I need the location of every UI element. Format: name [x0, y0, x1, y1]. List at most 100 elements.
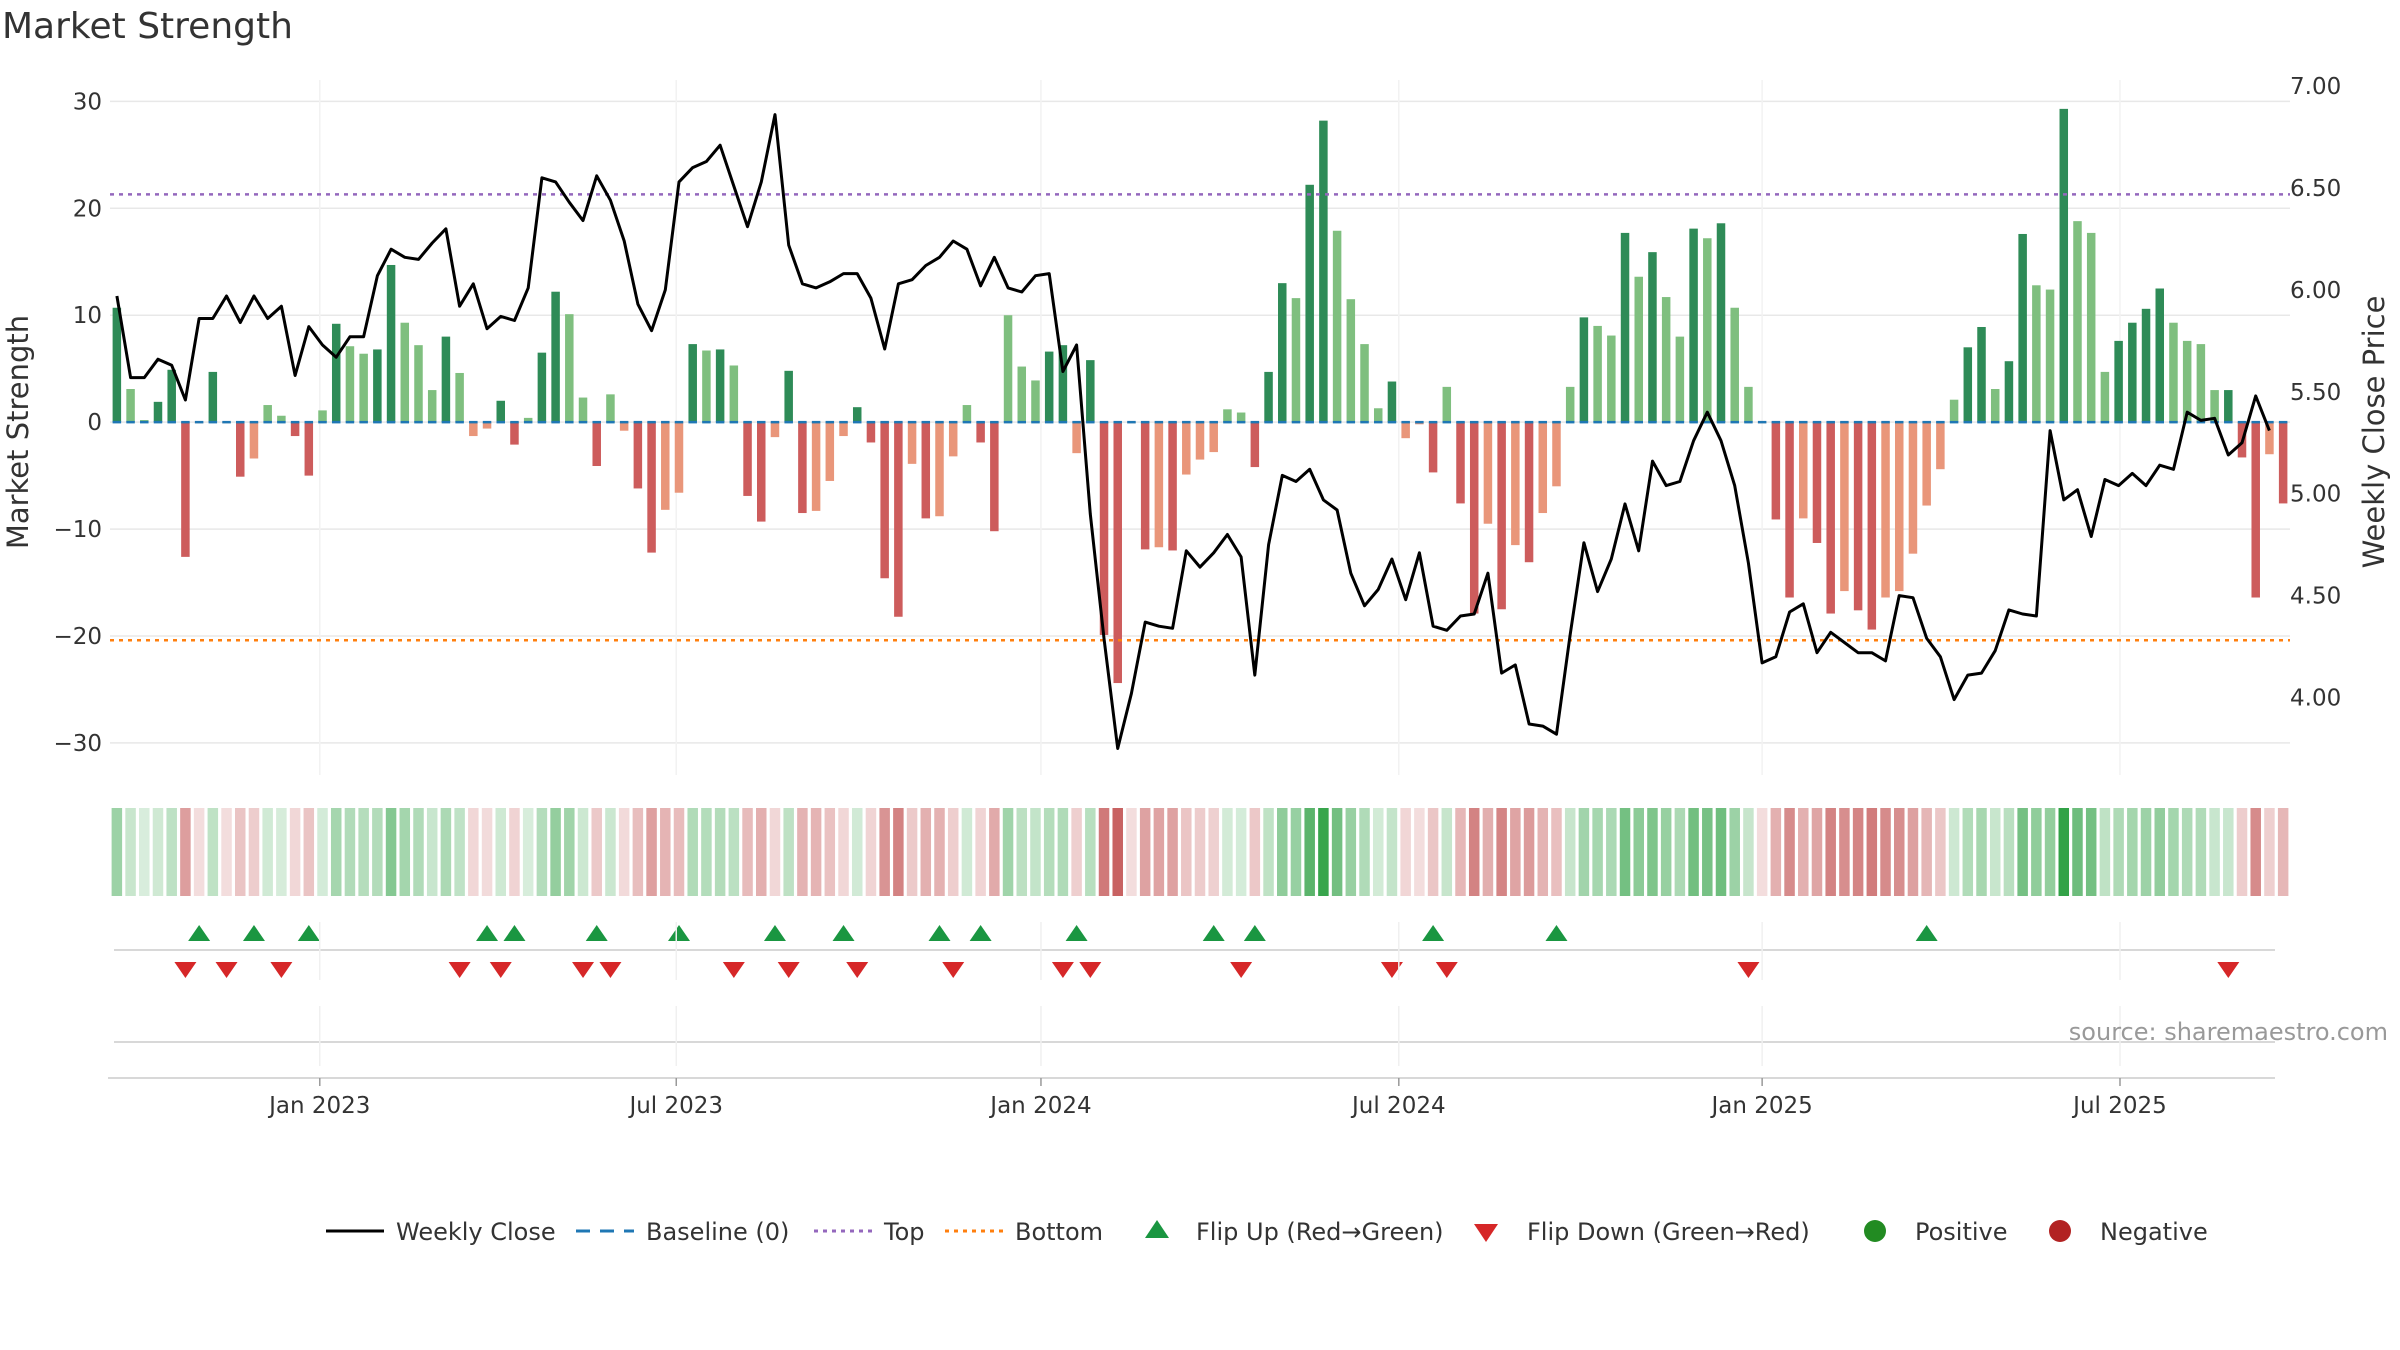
heat-cell	[1441, 808, 1453, 896]
strength-bar	[1579, 317, 1589, 423]
strength-bar	[2155, 288, 2164, 423]
flip-down-marker	[174, 962, 197, 978]
strength-bar	[414, 345, 423, 423]
legend-baseline: Baseline (0)	[646, 1218, 789, 1246]
strength-bar	[674, 422, 684, 493]
heat-cell	[2044, 808, 2056, 896]
strength-bar	[181, 422, 190, 557]
reference-lines	[110, 193, 2290, 642]
strength-bar	[1250, 422, 1260, 468]
heat-cell	[851, 808, 863, 896]
heat-cell	[906, 808, 918, 896]
heat-cell	[1633, 808, 1644, 896]
heat-cell	[495, 808, 507, 896]
heat-cell	[961, 808, 973, 896]
strength-bar	[1689, 228, 1698, 423]
strength-bar	[1826, 422, 1835, 614]
flip-markers	[114, 925, 2275, 978]
heat-cell	[1948, 808, 1960, 896]
y-axis-right: 7.00 6.50 6.00 5.50 5.00 4.50 4.00	[2290, 74, 2341, 711]
strength-bar	[1099, 422, 1109, 635]
heat-cell	[1921, 808, 1932, 896]
heat-cell	[1564, 808, 1576, 896]
strength-bar	[2182, 340, 2192, 423]
strength-bar	[839, 422, 848, 437]
strength-bar	[469, 422, 478, 437]
heat-cell	[1414, 808, 1425, 896]
heat-cell	[1002, 808, 1014, 896]
heat-cell	[1359, 808, 1370, 896]
strength-bar	[770, 422, 780, 438]
heat-cell	[248, 808, 260, 896]
strength-bar	[1565, 386, 1575, 423]
strength-bar	[331, 323, 341, 423]
y-tick-label: 30	[73, 89, 102, 115]
strength-bar	[482, 422, 492, 429]
heat-cell	[1551, 808, 1562, 896]
heat-cell	[111, 808, 123, 896]
heat-cell	[262, 808, 273, 896]
y2-tick-label: 5.50	[2290, 380, 2341, 406]
strength-bar	[126, 389, 135, 423]
strength-bar	[1675, 336, 1685, 423]
heat-cell	[577, 808, 589, 896]
legend-negative-icon	[2049, 1220, 2071, 1242]
heat-cell	[1811, 808, 1823, 896]
legend-positive: Positive	[1915, 1218, 2008, 1246]
strength-bar	[1305, 184, 1314, 423]
strength-bar	[1881, 422, 1890, 598]
strength-bar	[167, 369, 176, 423]
heat-cell	[714, 808, 726, 896]
heat-cell	[426, 808, 438, 896]
heat-cell	[193, 808, 205, 896]
heat-cell	[1085, 808, 1096, 896]
strength-bar	[1552, 422, 1561, 487]
strength-bar	[1456, 422, 1465, 504]
flip-up-marker	[476, 925, 499, 941]
heat-cell	[2277, 808, 2289, 896]
flip-up-marker	[832, 925, 855, 941]
x-tick-label: Jul 2024	[1350, 1093, 1446, 1119]
strength-bar	[1442, 386, 1452, 423]
legend-negative: Negative	[2100, 1218, 2208, 1246]
strength-bar	[2032, 285, 2041, 423]
heat-cell	[2003, 808, 2015, 896]
heat-cell	[550, 808, 561, 896]
strength-bar	[1840, 422, 1849, 592]
chart-title: Market Strength	[2, 6, 293, 47]
strength-bar	[290, 422, 300, 437]
strength-bar	[2128, 322, 2137, 423]
strength-bar	[592, 422, 601, 466]
legend-weekly-close: Weekly Close	[396, 1218, 556, 1246]
strength-bar	[729, 365, 739, 423]
heat-cell	[893, 808, 904, 896]
heat-cell	[2154, 808, 2165, 896]
strength-bar	[277, 415, 286, 423]
heat-cell	[701, 808, 712, 896]
heat-cell	[330, 808, 342, 896]
heat-cell	[1235, 808, 1247, 896]
strength-bar	[935, 422, 944, 517]
strength-bar	[565, 314, 574, 423]
heat-cell	[152, 808, 164, 896]
heat-cell	[221, 808, 232, 896]
heat-cell	[756, 808, 767, 896]
strength-bar	[1716, 223, 1726, 423]
heat-cell	[1660, 808, 1672, 896]
strength-bar	[1785, 422, 1794, 598]
strength-bar	[304, 422, 314, 476]
flip-up-marker	[297, 925, 320, 941]
strength-bar	[2059, 108, 2069, 423]
strength-bar	[702, 350, 711, 423]
heat-cell	[1290, 808, 1302, 896]
strength-bar	[1538, 422, 1548, 514]
heat-cell	[1866, 808, 1878, 896]
heat-cell	[1825, 808, 1836, 896]
heat-cell	[1249, 808, 1261, 896]
heat-cell	[1016, 808, 1028, 896]
heat-cell	[989, 808, 1000, 896]
strength-bar	[1744, 386, 1753, 423]
heat-cell	[2181, 808, 2193, 896]
strength-bar	[894, 422, 903, 617]
